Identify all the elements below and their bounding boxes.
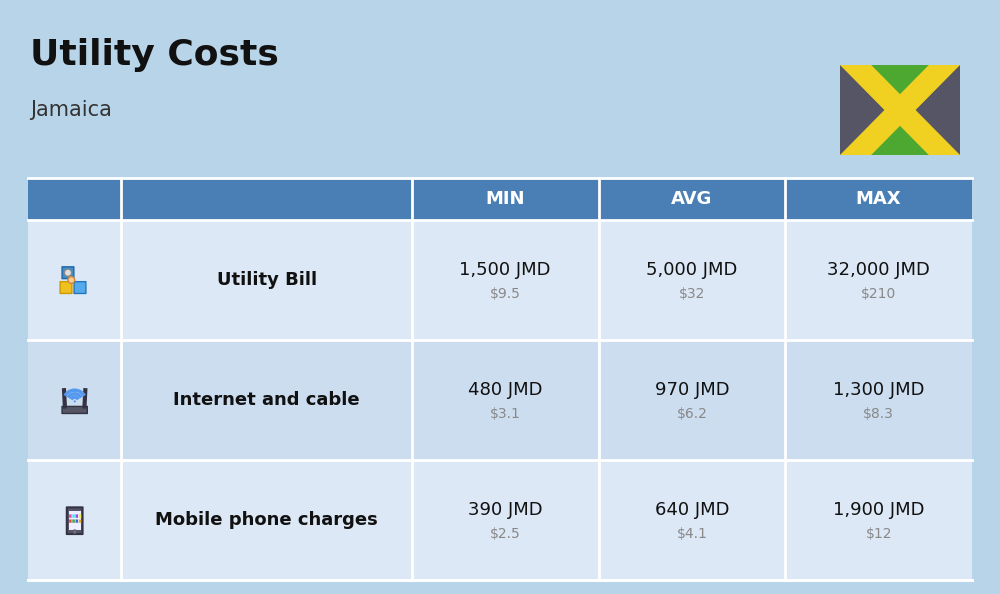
Text: 1,300 JMD: 1,300 JMD — [833, 381, 924, 399]
Text: 1,500 JMD: 1,500 JMD — [459, 261, 551, 279]
Text: $9.5: $9.5 — [490, 287, 521, 301]
Polygon shape — [840, 65, 960, 155]
FancyBboxPatch shape — [76, 519, 78, 523]
FancyBboxPatch shape — [599, 460, 785, 580]
Text: MIN: MIN — [485, 190, 525, 208]
Text: Utility Costs: Utility Costs — [30, 38, 279, 72]
FancyBboxPatch shape — [121, 220, 412, 340]
FancyBboxPatch shape — [79, 514, 81, 518]
FancyBboxPatch shape — [785, 340, 972, 460]
Text: $4.1: $4.1 — [676, 527, 707, 541]
FancyBboxPatch shape — [79, 519, 81, 523]
FancyBboxPatch shape — [840, 65, 960, 155]
FancyBboxPatch shape — [69, 514, 72, 518]
FancyBboxPatch shape — [62, 267, 74, 279]
Text: 32,000 JMD: 32,000 JMD — [827, 261, 930, 279]
Text: Internet and cable: Internet and cable — [173, 391, 360, 409]
Text: $210: $210 — [861, 287, 896, 301]
FancyBboxPatch shape — [412, 460, 599, 580]
FancyBboxPatch shape — [72, 519, 75, 523]
Text: $2.5: $2.5 — [490, 527, 521, 541]
Text: 5,000 JMD: 5,000 JMD — [646, 261, 738, 279]
FancyBboxPatch shape — [412, 220, 599, 340]
FancyBboxPatch shape — [599, 340, 785, 460]
Text: MAX: MAX — [856, 190, 901, 208]
Text: $32: $32 — [679, 287, 705, 301]
FancyBboxPatch shape — [67, 507, 83, 534]
FancyBboxPatch shape — [121, 460, 412, 580]
Circle shape — [73, 530, 76, 533]
Text: $6.2: $6.2 — [676, 407, 707, 421]
FancyBboxPatch shape — [785, 460, 972, 580]
FancyBboxPatch shape — [28, 178, 121, 220]
Text: 1,900 JMD: 1,900 JMD — [833, 501, 924, 519]
Polygon shape — [840, 65, 960, 110]
Text: 480 JMD: 480 JMD — [468, 381, 542, 399]
FancyBboxPatch shape — [74, 282, 86, 293]
FancyBboxPatch shape — [28, 460, 121, 580]
Text: 390 JMD: 390 JMD — [468, 501, 542, 519]
FancyBboxPatch shape — [785, 178, 972, 220]
Polygon shape — [840, 65, 960, 155]
FancyBboxPatch shape — [76, 514, 78, 518]
FancyBboxPatch shape — [60, 282, 72, 293]
Text: $12: $12 — [865, 527, 892, 541]
Circle shape — [64, 269, 72, 276]
Text: $8.3: $8.3 — [863, 407, 894, 421]
FancyBboxPatch shape — [599, 178, 785, 220]
FancyBboxPatch shape — [72, 514, 75, 518]
Text: Mobile phone charges: Mobile phone charges — [155, 511, 378, 529]
FancyBboxPatch shape — [121, 340, 412, 460]
FancyBboxPatch shape — [69, 519, 72, 523]
FancyBboxPatch shape — [412, 340, 599, 460]
FancyBboxPatch shape — [28, 340, 121, 460]
FancyBboxPatch shape — [785, 220, 972, 340]
Circle shape — [74, 400, 76, 403]
FancyBboxPatch shape — [121, 178, 412, 220]
Polygon shape — [840, 110, 960, 155]
FancyBboxPatch shape — [69, 511, 81, 530]
Circle shape — [68, 277, 75, 283]
FancyBboxPatch shape — [412, 178, 599, 220]
Text: $3.1: $3.1 — [490, 407, 521, 421]
Text: Utility Bill: Utility Bill — [217, 271, 317, 289]
Text: Jamaica: Jamaica — [30, 100, 112, 120]
Text: AVG: AVG — [671, 190, 713, 208]
Text: 640 JMD: 640 JMD — [655, 501, 729, 519]
FancyBboxPatch shape — [28, 220, 121, 340]
FancyBboxPatch shape — [62, 406, 87, 413]
FancyBboxPatch shape — [599, 220, 785, 340]
Text: 970 JMD: 970 JMD — [655, 381, 729, 399]
